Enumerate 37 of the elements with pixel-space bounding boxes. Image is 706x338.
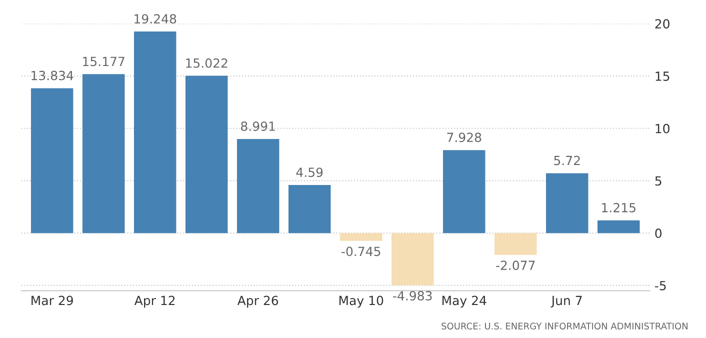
x-tick-label: May 10 [339, 296, 384, 308]
data-label: 15.022 [186, 58, 228, 68]
y-tick-label: 5 [655, 176, 662, 186]
data-label: -2.077 [496, 260, 535, 270]
data-label: 4.59 [296, 168, 323, 178]
bar [134, 32, 176, 234]
y-tick-label: 0 [655, 228, 662, 238]
bar [82, 74, 125, 234]
x-tick-label: Jun 7 [550, 296, 582, 308]
x-tick-label: Apr 26 [237, 296, 278, 308]
bar [288, 185, 331, 234]
data-label: 5.72 [554, 156, 580, 166]
data-label: 8.991 [241, 122, 275, 131]
y-tick-label: 20 [655, 19, 670, 29]
bar [546, 173, 588, 234]
bar [494, 233, 537, 255]
y-tick-label: -5 [654, 281, 666, 290]
bar [598, 220, 640, 234]
data-label: 13.834 [32, 70, 74, 80]
source-note: SOURCE: U.S. ENERGY INFORMATION ADMINISTRATION [442, 322, 688, 330]
x-tick-label: Mar 29 [32, 296, 73, 306]
y-tick-label: 10 [656, 124, 670, 134]
bar [185, 76, 228, 234]
data-label: 19.248 [134, 14, 176, 24]
bar [340, 233, 382, 241]
bar [391, 233, 434, 286]
data-label: 7.928 [447, 132, 482, 142]
bar [236, 138, 280, 234]
y-tick-label: 15 [656, 72, 670, 81]
data-label: 15.177 [83, 56, 124, 66]
data-label: -4.983 [393, 291, 432, 300]
x-tick-label: Apr 12 [134, 296, 175, 308]
data-label: 1.215 [602, 202, 636, 212]
bar [442, 150, 486, 234]
bar [30, 88, 74, 234]
x-tick-label: May 24 [442, 296, 486, 308]
data-label: -0.745 [342, 246, 380, 256]
